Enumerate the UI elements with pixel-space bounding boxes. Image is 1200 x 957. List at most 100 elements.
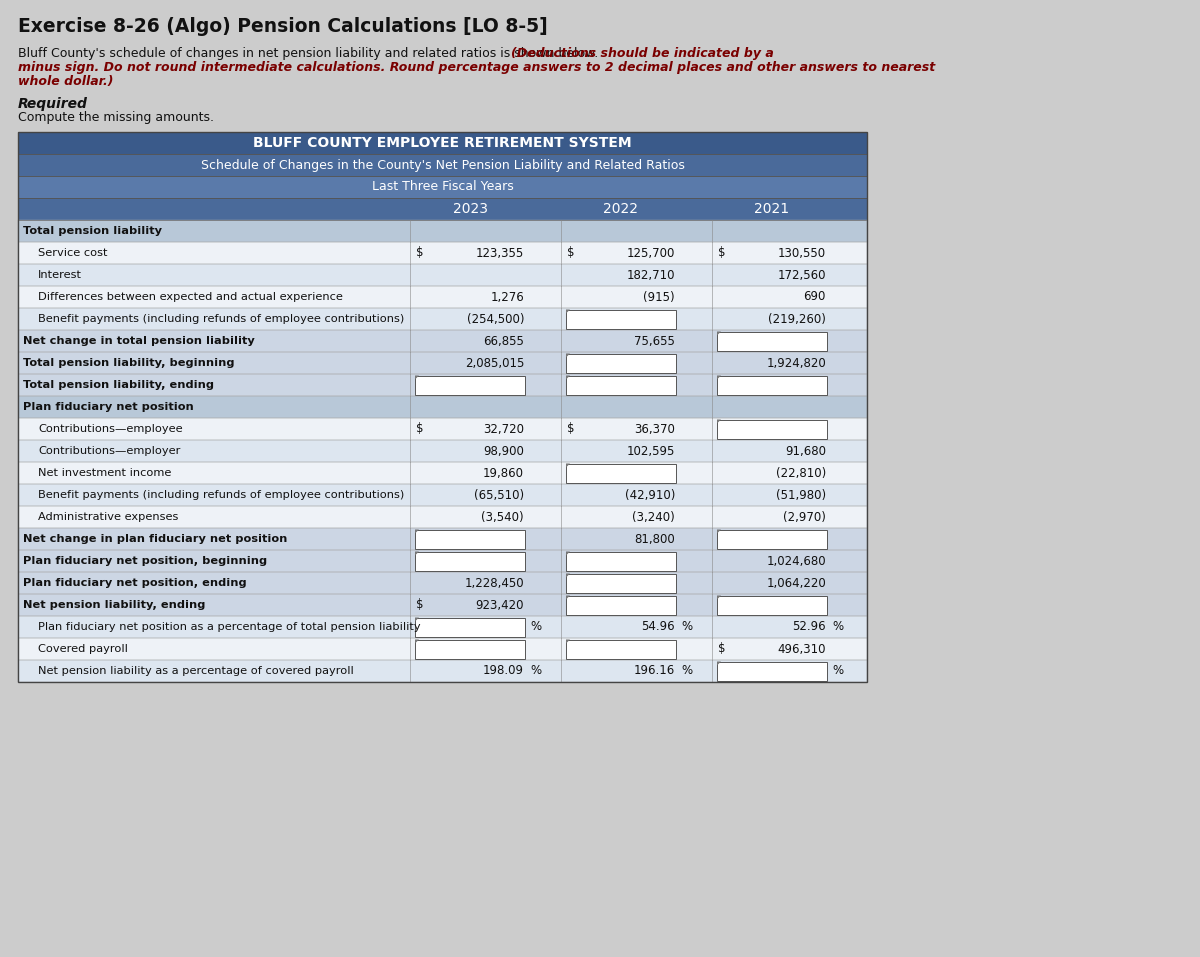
Bar: [566, 463, 676, 482]
Text: Plan fiduciary net position as a percentage of total pension liability: Plan fiduciary net position as a percent…: [38, 622, 421, 632]
Bar: [566, 551, 676, 570]
Bar: [18, 154, 866, 176]
Bar: [18, 660, 866, 682]
Polygon shape: [566, 551, 570, 555]
Text: $: $: [568, 247, 575, 259]
Text: Total pension liability, ending: Total pension liability, ending: [23, 380, 214, 390]
Bar: [18, 286, 866, 308]
Text: 2023: 2023: [452, 202, 487, 216]
Text: %: %: [530, 620, 541, 634]
Bar: [18, 176, 866, 198]
Text: 54.96: 54.96: [641, 620, 674, 634]
Text: Covered payroll: Covered payroll: [38, 644, 128, 654]
Bar: [18, 132, 866, 154]
Bar: [566, 309, 676, 328]
Bar: [18, 176, 866, 198]
Bar: [18, 220, 866, 242]
Text: Required: Required: [18, 97, 88, 111]
Polygon shape: [566, 595, 570, 599]
Bar: [18, 198, 866, 220]
Text: BLUFF COUNTY EMPLOYEE RETIREMENT SYSTEM: BLUFF COUNTY EMPLOYEE RETIREMENT SYSTEM: [253, 136, 632, 150]
Bar: [18, 242, 866, 264]
Bar: [718, 419, 827, 438]
Bar: [18, 572, 866, 594]
Text: 2021: 2021: [755, 202, 790, 216]
Bar: [18, 132, 866, 682]
Bar: [18, 550, 866, 572]
Bar: [718, 331, 827, 350]
Text: 198.09: 198.09: [482, 664, 524, 678]
Polygon shape: [718, 375, 721, 380]
Text: 102,595: 102,595: [626, 444, 674, 457]
Text: Exercise 8-26 (Algo) Pension Calculations [LO 8-5]: Exercise 8-26 (Algo) Pension Calculation…: [18, 17, 547, 36]
Bar: [566, 573, 676, 592]
Bar: [18, 418, 866, 440]
Text: Schedule of Changes in the County's Net Pension Liability and Related Ratios: Schedule of Changes in the County's Net …: [200, 159, 684, 171]
Text: 52.96: 52.96: [792, 620, 826, 634]
Text: Plan fiduciary net position: Plan fiduciary net position: [23, 402, 193, 412]
Text: $: $: [718, 247, 726, 259]
Text: Total pension liability: Total pension liability: [23, 226, 162, 236]
Bar: [718, 595, 827, 614]
Bar: [18, 484, 866, 506]
Bar: [18, 220, 866, 242]
Text: 1,064,220: 1,064,220: [767, 576, 826, 590]
Bar: [566, 595, 676, 614]
Text: 496,310: 496,310: [778, 642, 826, 656]
Bar: [718, 529, 827, 548]
Text: (51,980): (51,980): [776, 488, 826, 501]
Bar: [718, 375, 827, 394]
Bar: [18, 638, 866, 660]
Bar: [18, 484, 866, 506]
Bar: [18, 154, 866, 176]
Bar: [18, 440, 866, 462]
Bar: [18, 660, 866, 682]
Bar: [18, 396, 866, 418]
Text: 81,800: 81,800: [635, 532, 674, 545]
Text: Benefit payments (including refunds of employee contributions): Benefit payments (including refunds of e…: [38, 490, 404, 500]
Polygon shape: [718, 661, 721, 665]
Text: 196.16: 196.16: [634, 664, 674, 678]
Bar: [18, 594, 866, 616]
Text: $: $: [416, 598, 424, 612]
Text: Net pension liability as a percentage of covered payroll: Net pension liability as a percentage of…: [38, 666, 354, 676]
Bar: [18, 638, 866, 660]
Text: 91,680: 91,680: [785, 444, 826, 457]
Text: Benefit payments (including refunds of employee contributions): Benefit payments (including refunds of e…: [38, 314, 404, 324]
Polygon shape: [718, 331, 721, 336]
Polygon shape: [566, 309, 570, 314]
Text: 182,710: 182,710: [626, 269, 674, 281]
Text: 98,900: 98,900: [484, 444, 524, 457]
Text: Administrative expenses: Administrative expenses: [38, 512, 179, 522]
Text: %: %: [530, 664, 541, 678]
Bar: [566, 639, 676, 658]
Polygon shape: [566, 353, 570, 358]
Bar: [18, 396, 866, 418]
Text: Net investment income: Net investment income: [38, 468, 172, 478]
Polygon shape: [566, 463, 570, 468]
Bar: [18, 462, 866, 484]
Bar: [18, 506, 866, 528]
Polygon shape: [566, 375, 570, 380]
Text: (22,810): (22,810): [775, 466, 826, 479]
Bar: [415, 551, 526, 570]
Text: 172,560: 172,560: [778, 269, 826, 281]
Bar: [18, 264, 866, 286]
Bar: [415, 375, 526, 394]
Text: Net change in total pension liability: Net change in total pension liability: [23, 336, 254, 346]
Text: Net pension liability, ending: Net pension liability, ending: [23, 600, 205, 610]
Bar: [18, 462, 866, 484]
Bar: [18, 352, 866, 374]
Text: 690: 690: [804, 291, 826, 303]
Text: (65,510): (65,510): [474, 488, 524, 501]
Text: 130,550: 130,550: [778, 247, 826, 259]
Bar: [18, 440, 866, 462]
Text: 1,924,820: 1,924,820: [767, 357, 826, 369]
Text: (219,260): (219,260): [768, 313, 826, 325]
Bar: [18, 132, 866, 154]
Text: (254,500): (254,500): [467, 313, 524, 325]
Bar: [18, 330, 866, 352]
Text: 923,420: 923,420: [475, 598, 524, 612]
Text: Differences between expected and actual experience: Differences between expected and actual …: [38, 292, 343, 302]
Bar: [18, 528, 866, 550]
